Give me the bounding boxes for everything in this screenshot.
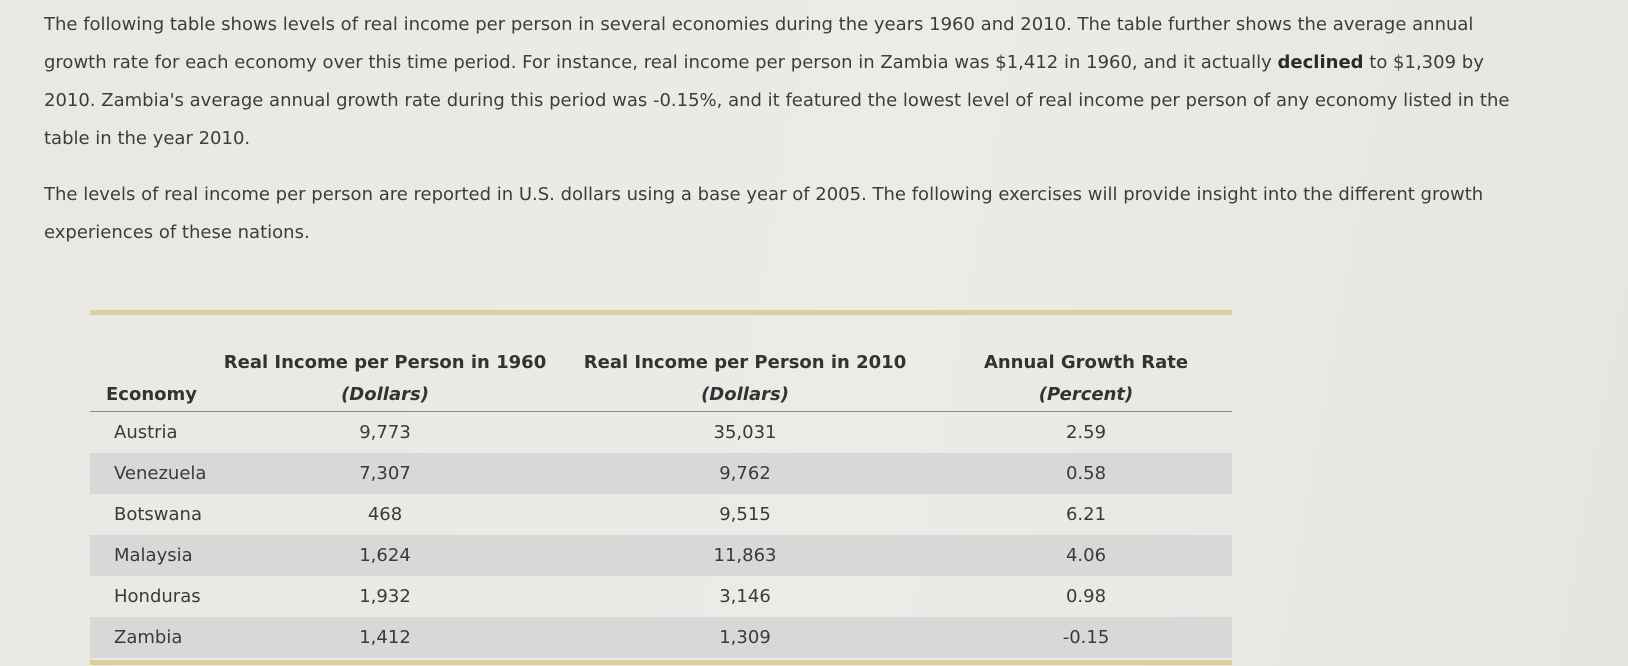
- header-economy: Economy: [90, 373, 220, 412]
- cell-economy: Honduras: [114, 586, 201, 607]
- table-body: Austria 9,773 35,031 2.59 Venezuela 7,30…: [90, 412, 1232, 658]
- cell-income-2010: 11,863: [550, 535, 940, 576]
- cell-income-1960: 9,773: [359, 422, 411, 443]
- cell-economy: Venezuela: [90, 453, 220, 494]
- table-top-rule: [90, 310, 1232, 315]
- cell-income-2010: 9,762: [550, 453, 940, 494]
- table-bottom-rule: [90, 660, 1232, 665]
- cell-economy: Botswana: [114, 504, 202, 525]
- table-row: Honduras 1,932 3,146 0.98: [90, 576, 1232, 617]
- table-row: Malaysia 1,624 11,863 4.06: [90, 535, 1232, 576]
- cell-income-1960: 1,932: [359, 586, 411, 607]
- cell-income-2010: 9,515: [719, 504, 771, 525]
- cell-economy: Malaysia: [90, 535, 220, 576]
- table-row: Zambia 1,412 1,309 -0.15: [90, 617, 1232, 658]
- cell-economy: Zambia: [90, 617, 220, 658]
- cell-income-1960: 468: [367, 504, 403, 525]
- cell-growth-rate: 6.21: [1065, 504, 1107, 525]
- income-table: Real Income per Person in 1960 Real Inco…: [90, 315, 1232, 658]
- table-row: Austria 9,773 35,031 2.59: [90, 412, 1232, 454]
- intro-text: The following table shows levels of real…: [44, 6, 1524, 252]
- intro-paragraph-1: The following table shows levels of real…: [44, 6, 1524, 158]
- intro-text-part-1: The following table shows levels of real…: [44, 14, 1474, 73]
- table-row: Venezuela 7,307 9,762 0.58: [90, 453, 1232, 494]
- intro-paragraph-2: The levels of real income per person are…: [44, 184, 1484, 243]
- header-income-1960-unit: (Dollars): [220, 373, 550, 412]
- cell-income-2010: 35,031: [713, 422, 777, 443]
- cell-income-1960: 7,307: [220, 453, 550, 494]
- intro-text-part-2: to $1,309 by 2010. Zambia's average annu…: [44, 52, 1510, 149]
- cell-economy: Austria: [114, 422, 178, 443]
- cell-income-2010: 1,309: [550, 617, 940, 658]
- table-header: Real Income per Person in 1960 Real Inco…: [90, 315, 1232, 412]
- cell-growth-rate: 0.58: [940, 453, 1232, 494]
- table-row: Botswana 468 9,515 6.21: [90, 494, 1232, 535]
- header-income-2010: Real Income per Person in 2010: [583, 352, 907, 373]
- intro-bold-word: declined: [1277, 52, 1364, 73]
- income-table-container: Real Income per Person in 1960 Real Inco…: [90, 310, 1232, 665]
- cell-growth-rate: -0.15: [940, 617, 1232, 658]
- cell-income-2010: 3,146: [719, 586, 771, 607]
- cell-growth-rate: 4.06: [940, 535, 1232, 576]
- header-income-2010-unit: (Dollars): [550, 373, 940, 412]
- header-growth-rate: Annual Growth Rate: [983, 352, 1189, 373]
- cell-income-1960: 1,412: [220, 617, 550, 658]
- cell-growth-rate: 2.59: [1065, 422, 1107, 443]
- cell-growth-rate: 0.98: [1065, 586, 1107, 607]
- header-growth-rate-unit: (Percent): [940, 373, 1232, 412]
- cell-income-1960: 1,624: [220, 535, 550, 576]
- header-income-1960: Real Income per Person in 1960: [223, 352, 547, 373]
